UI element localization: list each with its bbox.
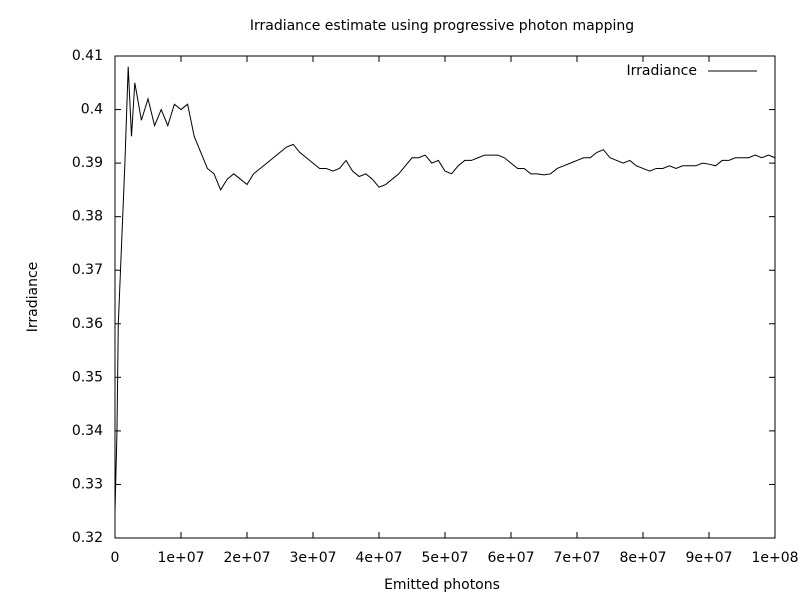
y-tick-label: 0.32 <box>72 530 103 546</box>
x-tick-label: 7e+07 <box>553 550 600 566</box>
x-tick-label: 4e+07 <box>355 550 402 566</box>
x-axis-label: Emitted photons <box>384 577 500 593</box>
y-axis-label: Irradiance <box>25 262 41 333</box>
x-tick-label: 2e+07 <box>223 550 270 566</box>
data-line <box>114 66 776 512</box>
x-tick-label: 0 <box>111 550 120 566</box>
plot-border <box>114 55 776 539</box>
y-tick-label: 0.36 <box>72 316 103 332</box>
chart-title: Irradiance estimate using progressive ph… <box>250 18 634 34</box>
x-tick-label: 1e+08 <box>751 550 798 566</box>
x-tick-label: 1e+07 <box>157 550 204 566</box>
y-tick-label: 0.35 <box>72 369 103 385</box>
x-tick-label: 3e+07 <box>289 550 336 566</box>
x-tick-label: 9e+07 <box>685 550 732 566</box>
x-tick-label: 8e+07 <box>619 550 666 566</box>
y-tick-label: 0.38 <box>72 209 103 225</box>
legend-label: Irradiance <box>626 63 697 79</box>
x-tick-label: 5e+07 <box>421 550 468 566</box>
y-tick-label: 0.34 <box>72 423 103 439</box>
y-tick-label: 0.4 <box>81 102 103 118</box>
y-tick-label: 0.41 <box>72 48 103 64</box>
y-tick-label: 0.33 <box>72 476 103 492</box>
y-tick-label: 0.37 <box>72 262 103 278</box>
y-tick-label: 0.39 <box>72 155 103 171</box>
x-tick-label: 6e+07 <box>487 550 534 566</box>
